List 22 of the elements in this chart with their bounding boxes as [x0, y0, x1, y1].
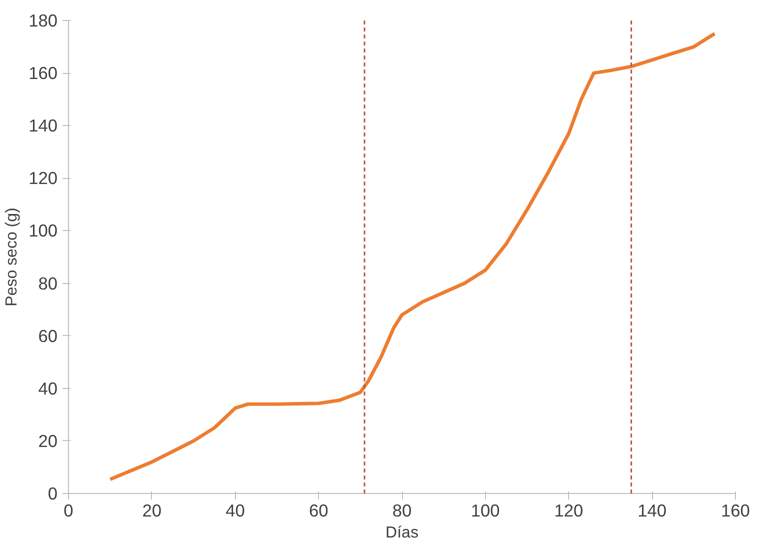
x-tick-label: 0 — [64, 500, 74, 520]
x-tick-label: 20 — [142, 500, 162, 520]
y-tick-label: 100 — [28, 220, 58, 241]
x-tick-label: 120 — [554, 500, 584, 520]
y-tick-label: 160 — [28, 63, 58, 84]
y-tick-label: 60 — [38, 326, 58, 346]
y-tick-label: 80 — [38, 273, 58, 294]
x-tick-label: 140 — [638, 500, 667, 520]
x-tick-label: 160 — [721, 500, 750, 520]
y-tick-label: 180 — [28, 10, 58, 30]
y-tick-label: 40 — [38, 378, 58, 398]
y-tick-label: 20 — [38, 430, 58, 451]
x-tick-label: 40 — [226, 500, 245, 520]
y-tick-label: 120 — [28, 168, 58, 188]
y-axis-title: Peso seco (g) — [4, 208, 21, 306]
y-tick-label: 0 — [48, 484, 58, 504]
x-tick-label: 60 — [308, 500, 328, 520]
y-tick-label: 140 — [28, 116, 58, 136]
x-tick-label: 80 — [392, 500, 412, 520]
x-tick-label: 100 — [470, 500, 500, 520]
line-series — [108, 32, 716, 482]
x-axis-title: Días — [386, 524, 418, 542]
